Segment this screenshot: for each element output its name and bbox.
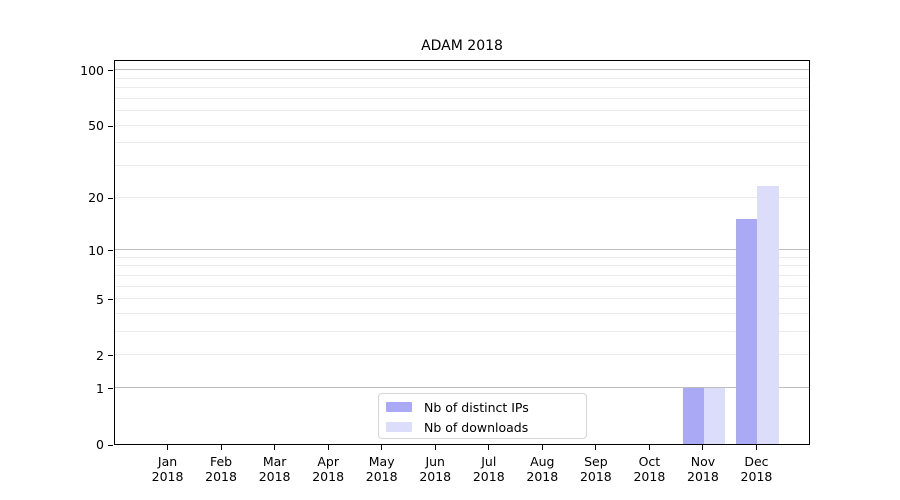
y-tick-label: 0 bbox=[96, 437, 104, 452]
x-tick-label: Dec 2018 bbox=[714, 454, 798, 484]
x-tick-label-month: Jun bbox=[425, 454, 445, 469]
x-tick-label: Sep 2018 bbox=[554, 454, 638, 484]
minor-gridline bbox=[115, 256, 809, 258]
major-gridline bbox=[115, 387, 809, 389]
x-tick-label: Jul 2018 bbox=[447, 454, 531, 484]
x-tick-label: Aug 2018 bbox=[500, 454, 584, 484]
x-tick-label-year: 2018 bbox=[365, 469, 398, 484]
x-tick-label-year: 2018 bbox=[633, 469, 666, 484]
legend-swatch-icon bbox=[386, 402, 412, 412]
bar-distinct-ips-dec[interactable] bbox=[736, 219, 758, 444]
x-tick-label: Oct 2018 bbox=[607, 454, 691, 484]
y-tick bbox=[108, 444, 113, 446]
x-tick-label: May 2018 bbox=[340, 454, 424, 484]
x-tick-label-month: Jul bbox=[481, 454, 497, 469]
x-tick-label-month: Apr bbox=[317, 454, 339, 469]
x-tick bbox=[755, 445, 757, 450]
minor-gridline bbox=[115, 97, 809, 99]
y-tick bbox=[108, 299, 113, 301]
y-tick bbox=[108, 355, 113, 357]
bar-distinct-ips-nov[interactable] bbox=[682, 387, 704, 444]
legend-entry-label: Nb of distinct IPs bbox=[424, 399, 529, 415]
x-tick-label-year: 2018 bbox=[151, 469, 184, 484]
x-tick bbox=[488, 445, 490, 450]
y-tick-label: 50 bbox=[88, 118, 104, 134]
x-tick bbox=[541, 445, 543, 450]
chart-title: ADAM 2018 bbox=[421, 38, 503, 54]
y-tick bbox=[108, 388, 113, 390]
minor-gridline bbox=[115, 87, 809, 89]
legend: Nb of distinct IPs Nb of downloads bbox=[378, 393, 587, 439]
y-tick-label: 5 bbox=[96, 291, 104, 307]
minor-gridline bbox=[115, 285, 809, 287]
y-tick bbox=[108, 125, 113, 127]
x-tick bbox=[702, 445, 704, 450]
minor-gridline bbox=[115, 331, 809, 333]
legend-entry-downloads[interactable]: Nb of downloads bbox=[386, 417, 578, 437]
x-tick-label-month: Dec bbox=[744, 454, 769, 469]
x-tick-label-month: Jan bbox=[157, 454, 178, 469]
y-tick-label: 20 bbox=[88, 190, 104, 206]
x-tick-label-month: Mar bbox=[262, 454, 287, 469]
x-tick-label-month: Nov bbox=[690, 454, 716, 469]
x-tick-label-year: 2018 bbox=[579, 469, 612, 484]
minor-gridline bbox=[115, 196, 809, 198]
x-tick-label-year: 2018 bbox=[205, 469, 237, 484]
minor-gridline bbox=[115, 313, 809, 315]
x-tick-label-year: 2018 bbox=[687, 469, 719, 484]
minor-gridline bbox=[115, 265, 809, 267]
x-tick bbox=[648, 445, 650, 450]
major-gridline bbox=[115, 69, 809, 71]
minor-gridline bbox=[115, 77, 809, 79]
x-tick-label: Apr 2018 bbox=[286, 454, 370, 484]
x-tick-label-year: 2018 bbox=[472, 469, 505, 484]
x-tick-label-year: 2018 bbox=[740, 469, 773, 484]
x-tick-label-year: 2018 bbox=[312, 469, 345, 484]
x-tick bbox=[274, 445, 276, 450]
x-tick-label-month: Sep bbox=[584, 454, 608, 469]
legend-entry-distinct-ips[interactable]: Nb of distinct IPs bbox=[386, 397, 578, 417]
y-tick bbox=[108, 250, 113, 252]
x-tick-label-year: 2018 bbox=[419, 469, 452, 484]
x-tick-label-year: 2018 bbox=[258, 469, 291, 484]
x-tick-label-month: Oct bbox=[638, 454, 661, 469]
y-tick bbox=[108, 197, 113, 199]
x-tick bbox=[381, 445, 383, 450]
x-tick-label-month: Feb bbox=[209, 454, 233, 469]
x-tick bbox=[595, 445, 597, 450]
x-tick bbox=[327, 445, 329, 450]
x-tick bbox=[220, 445, 222, 450]
major-gridline bbox=[115, 249, 809, 251]
minor-gridline bbox=[115, 274, 809, 276]
y-tick-label: 2 bbox=[96, 347, 104, 363]
y-tick bbox=[108, 70, 113, 72]
legend-swatch-icon bbox=[386, 422, 412, 432]
x-tick-label: Jun 2018 bbox=[393, 454, 477, 484]
x-tick bbox=[167, 445, 169, 450]
minor-gridline bbox=[115, 142, 809, 144]
x-tick-label: Jan 2018 bbox=[126, 454, 210, 484]
legend-entry-label: Nb of downloads bbox=[424, 419, 529, 435]
x-tick-label-month: May bbox=[368, 454, 395, 469]
x-tick-label: Nov 2018 bbox=[661, 454, 745, 484]
minor-gridline bbox=[115, 354, 809, 356]
y-tick-label: 100 bbox=[80, 62, 104, 78]
minor-gridline bbox=[115, 165, 809, 167]
plot-area bbox=[114, 60, 810, 445]
x-tick-label: Mar 2018 bbox=[233, 454, 317, 484]
x-tick-label-year: 2018 bbox=[526, 469, 559, 484]
y-tick-label: 10 bbox=[88, 242, 104, 258]
x-tick bbox=[434, 445, 436, 450]
x-tick-label-month: Aug bbox=[530, 454, 555, 469]
bar-downloads-dec[interactable] bbox=[757, 186, 779, 444]
y-tick-label: 1 bbox=[96, 380, 104, 396]
minor-gridline bbox=[115, 298, 809, 300]
minor-gridline bbox=[115, 110, 809, 112]
x-tick-label: Feb 2018 bbox=[179, 454, 263, 484]
bar-downloads-nov[interactable] bbox=[703, 387, 726, 444]
minor-gridline bbox=[115, 124, 809, 126]
